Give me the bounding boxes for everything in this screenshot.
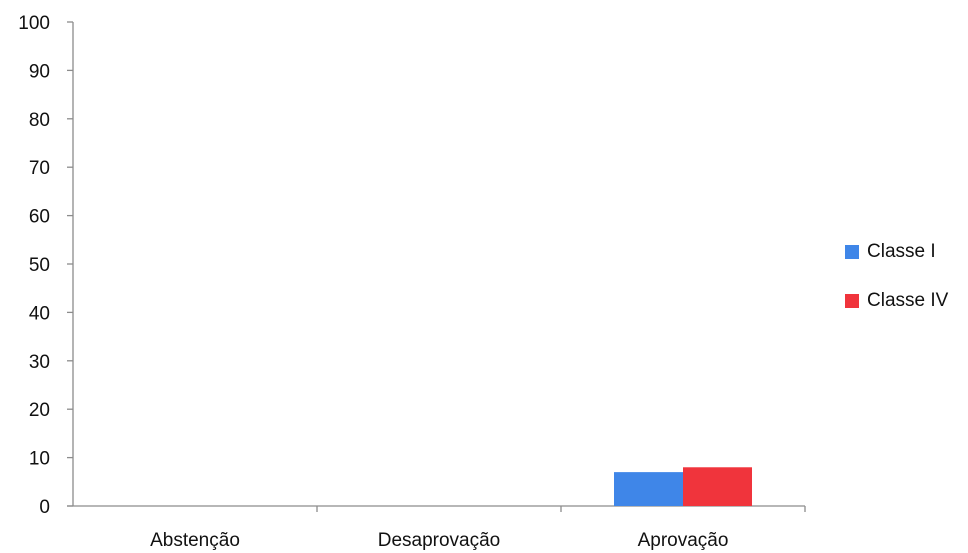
y-tick-label: 50 bbox=[29, 255, 50, 276]
y-tick-label: 90 bbox=[29, 61, 50, 82]
y-tick-label: 0 bbox=[39, 497, 50, 518]
y-tick-label: 10 bbox=[29, 449, 50, 470]
chart-legend: Classe I Classe IV bbox=[845, 241, 948, 312]
y-tick-label: 80 bbox=[29, 110, 50, 131]
legend-label: Classe IV bbox=[867, 290, 949, 311]
y-tick-label: 40 bbox=[29, 303, 50, 324]
x-tick-label: Aprovação bbox=[638, 530, 729, 551]
legend-swatch bbox=[845, 245, 859, 259]
bar-classe-i bbox=[614, 472, 683, 506]
chart-tick-labels: 0 10 20 30 40 50 60 70 80 90 100 Abstenção Desaprova… bbox=[18, 13, 728, 551]
chart-bars bbox=[614, 467, 752, 506]
bar-classe-iv bbox=[683, 467, 752, 506]
legend-label: Classe I bbox=[867, 241, 936, 262]
chart-axes bbox=[67, 21, 806, 512]
x-tick-label: Desaprovação bbox=[378, 530, 501, 551]
legend-item: Classe I bbox=[845, 241, 948, 263]
y-tick-label: 20 bbox=[29, 400, 50, 421]
y-tick-label: 70 bbox=[29, 158, 50, 179]
y-tick-label: 30 bbox=[29, 352, 50, 373]
y-tick-label: 100 bbox=[18, 13, 50, 34]
legend-swatch bbox=[845, 294, 859, 308]
x-tick-label: Abstenção bbox=[150, 530, 240, 551]
legend-item: Classe IV bbox=[845, 290, 948, 312]
y-tick-label: 60 bbox=[29, 207, 50, 228]
